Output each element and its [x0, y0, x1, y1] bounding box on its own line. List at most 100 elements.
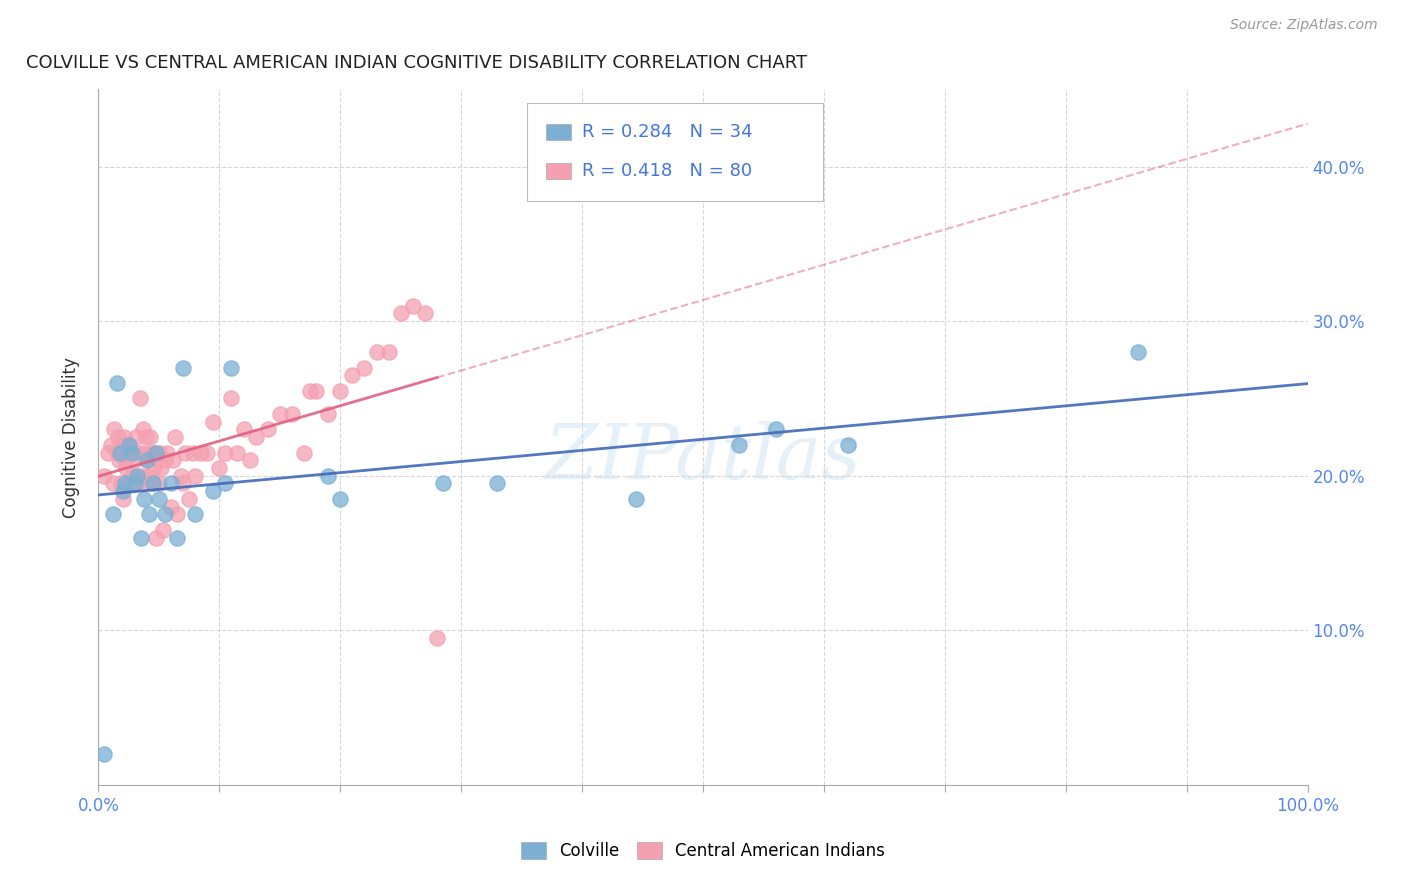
Point: [124, 453, 146, 467]
Point: [208, 461, 231, 475]
Point: [299, 384, 322, 398]
Point: [353, 360, 375, 375]
Point: [120, 445, 142, 459]
Point: [426, 631, 449, 645]
Legend: Colville, Central American Indians: Colville, Central American Indians: [515, 836, 891, 867]
Text: R = 0.418   N = 80: R = 0.418 N = 80: [582, 162, 752, 180]
Point: [127, 476, 149, 491]
Point: [181, 445, 204, 459]
Point: [115, 461, 138, 475]
Point: [256, 422, 278, 436]
Point: [152, 523, 174, 537]
Point: [160, 500, 183, 514]
Point: [105, 445, 128, 459]
Point: [143, 461, 166, 475]
Point: [221, 392, 243, 406]
Point: [93, 747, 115, 761]
Text: COLVILLE VS CENTRAL AMERICAN INDIAN COGNITIVE DISABILITY CORRELATION CHART: COLVILLE VS CENTRAL AMERICAN INDIAN COGN…: [25, 54, 807, 72]
Point: [202, 484, 225, 499]
Point: [121, 445, 143, 459]
Point: [281, 407, 304, 421]
Point: [135, 453, 157, 467]
Point: [124, 476, 146, 491]
Point: [486, 476, 509, 491]
Point: [97, 445, 120, 459]
Point: [166, 508, 188, 522]
Point: [172, 360, 194, 375]
Point: [138, 445, 160, 459]
Point: [148, 476, 170, 491]
Point: [121, 468, 143, 483]
Point: [111, 484, 134, 499]
Point: [127, 445, 149, 459]
Point: [163, 430, 186, 444]
Point: [214, 476, 236, 491]
Point: [174, 445, 197, 459]
Point: [107, 430, 129, 444]
Point: [114, 453, 136, 467]
Point: [728, 438, 751, 452]
Point: [105, 376, 128, 390]
Point: [342, 368, 364, 383]
Point: [108, 438, 131, 452]
Point: [135, 430, 157, 444]
Point: [132, 422, 155, 436]
Text: R = 0.284   N = 34: R = 0.284 N = 34: [582, 123, 752, 141]
Point: [110, 476, 132, 491]
Point: [149, 445, 172, 459]
Text: ZIPatlas: ZIPatlas: [544, 421, 862, 495]
Point: [179, 491, 201, 506]
Point: [93, 468, 115, 483]
Point: [111, 491, 134, 506]
Point: [141, 476, 163, 491]
Point: [129, 531, 152, 545]
Point: [245, 430, 267, 444]
Point: [232, 422, 254, 436]
Point: [142, 476, 165, 491]
Point: [101, 476, 124, 491]
Point: [112, 430, 135, 444]
Point: [172, 476, 194, 491]
Point: [100, 438, 122, 452]
Point: [117, 445, 139, 459]
Point: [138, 508, 160, 522]
Point: [214, 445, 236, 459]
Point: [432, 476, 454, 491]
Point: [377, 345, 399, 359]
Point: [190, 445, 212, 459]
Point: [143, 445, 166, 459]
Point: [103, 422, 125, 436]
Point: [101, 508, 124, 522]
Point: [239, 453, 262, 467]
Point: [292, 445, 315, 459]
Point: [169, 468, 191, 483]
Point: [142, 445, 165, 459]
Point: [366, 345, 388, 359]
Point: [269, 407, 291, 421]
Text: Source: ZipAtlas.com: Source: ZipAtlas.com: [1230, 18, 1378, 32]
Point: [108, 453, 131, 467]
Point: [329, 384, 352, 398]
Point: [148, 491, 170, 506]
Point: [316, 407, 339, 421]
Point: [1128, 345, 1150, 359]
Point: [129, 468, 152, 483]
Point: [127, 468, 149, 483]
Point: [195, 445, 218, 459]
Point: [156, 445, 179, 459]
Point: [145, 531, 167, 545]
Point: [402, 299, 425, 313]
Point: [166, 531, 188, 545]
Point: [226, 445, 249, 459]
Point: [626, 491, 648, 506]
Point: [316, 468, 339, 483]
Point: [837, 438, 859, 452]
Point: [184, 468, 207, 483]
Point: [153, 508, 176, 522]
Point: [134, 491, 156, 506]
Point: [765, 422, 787, 436]
Point: [329, 491, 352, 506]
Y-axis label: Cognitive Disability: Cognitive Disability: [62, 357, 80, 517]
Point: [413, 306, 436, 320]
Point: [221, 360, 243, 375]
